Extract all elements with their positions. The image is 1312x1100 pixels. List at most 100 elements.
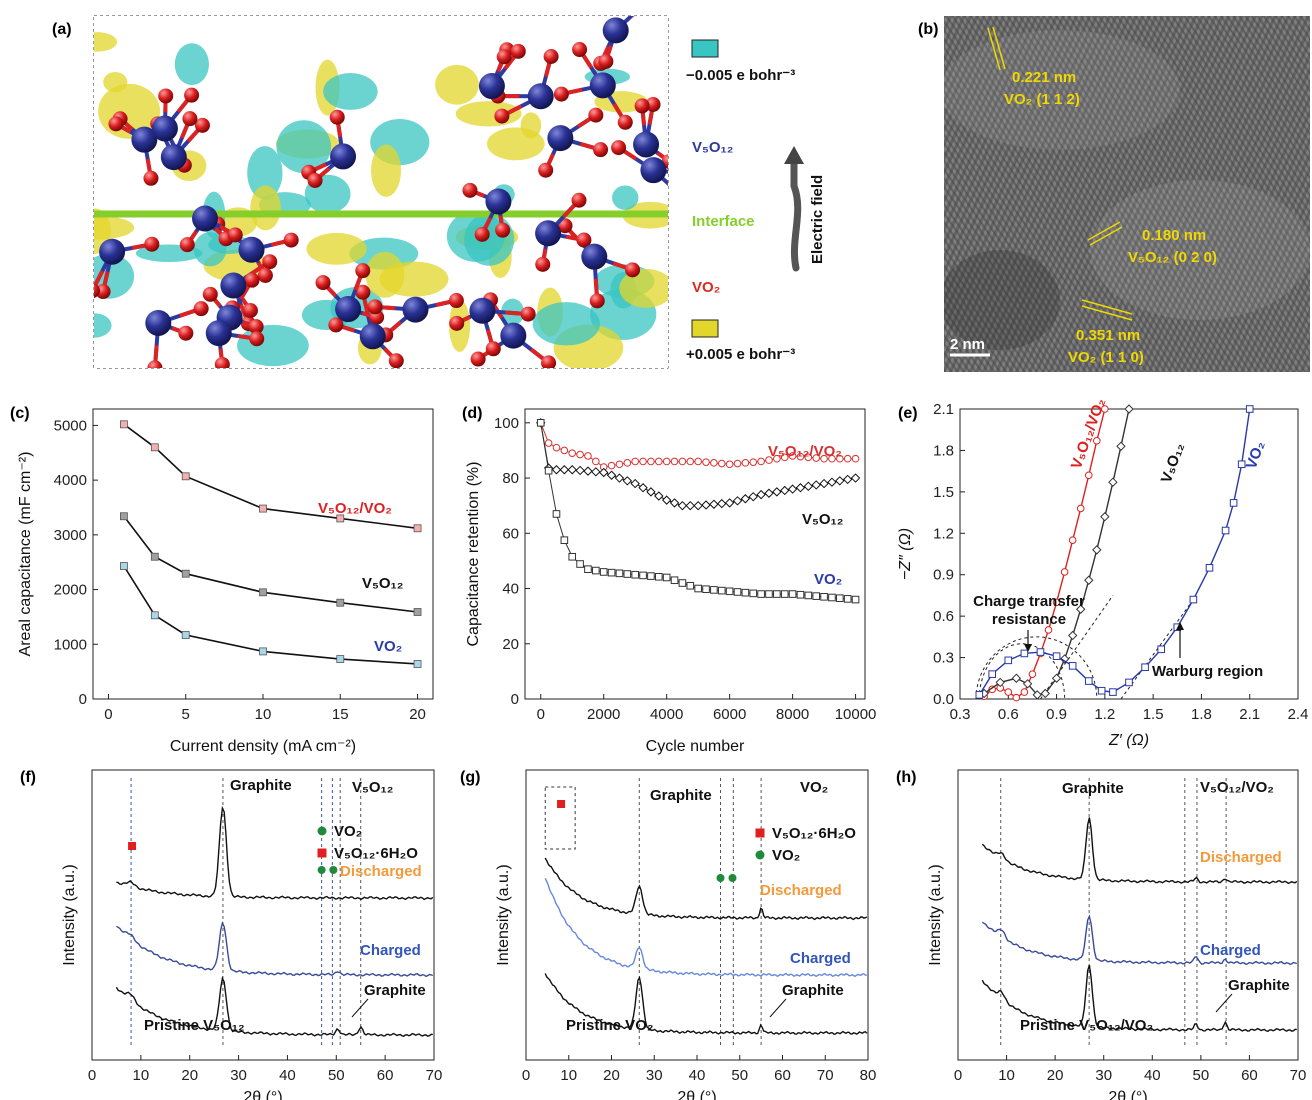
series-label-v5o12: V₅O₁₂ <box>802 511 843 528</box>
oxygen-atom <box>572 42 588 58</box>
data-point <box>693 500 703 511</box>
data-point <box>851 595 860 604</box>
data-point <box>1125 678 1133 687</box>
v5o12-layer-label: V₅O₁₂ <box>692 139 733 156</box>
x-tick-label: 0 <box>88 1067 96 1084</box>
x-tick-label: 1.8 <box>1191 706 1212 723</box>
data-point <box>1084 677 1093 685</box>
data-point <box>150 611 159 620</box>
data-point <box>1084 575 1094 585</box>
vanadium-atom <box>131 126 158 153</box>
oxygen-atom <box>510 43 526 59</box>
data-point <box>559 465 570 475</box>
data-point <box>710 586 718 594</box>
data-point <box>669 498 680 508</box>
data-point <box>654 457 663 466</box>
data-point <box>732 496 743 506</box>
oxygen-atom <box>588 107 604 123</box>
d-spacing-2: 0.180 nm <box>1142 227 1206 244</box>
data-point <box>843 595 852 603</box>
guide-arc <box>975 636 1098 700</box>
vanadium-atom <box>485 188 512 215</box>
data-point <box>1040 688 1051 699</box>
vanadium-atom <box>145 309 172 336</box>
x-tick-label: 2.1 <box>1239 706 1260 723</box>
data-point <box>1100 512 1110 522</box>
x-axis-label: 2θ (°) <box>677 1089 716 1100</box>
y-tick-label: 0.0 <box>933 691 954 708</box>
legend-label: VO₂ <box>772 847 800 864</box>
chart-title: V₅O₁₂ <box>352 779 393 796</box>
data-point <box>622 476 633 486</box>
peak-arrow <box>351 998 369 1018</box>
x-tick-label: 30 <box>230 1067 247 1084</box>
x-tick-label: 50 <box>328 1067 345 1084</box>
panel-label-g: (g) <box>460 769 480 786</box>
charge-density-lobe <box>174 43 209 86</box>
data-point <box>733 588 742 596</box>
data-point <box>975 691 984 699</box>
series-line-0 <box>983 408 1106 699</box>
data-point <box>812 454 821 462</box>
data-point <box>670 576 679 585</box>
data-point <box>1067 630 1078 641</box>
charge-density-lobe <box>486 127 545 161</box>
chart-title: VO₂ <box>800 779 828 796</box>
data-point <box>150 443 159 452</box>
data-point <box>544 466 553 475</box>
oxygen-atom <box>367 299 383 315</box>
oxygen-atom <box>244 272 260 288</box>
oxygen-atom <box>625 262 641 278</box>
data-point <box>796 590 805 599</box>
data-point <box>749 589 758 598</box>
y-tick-label: 1000 <box>54 636 87 653</box>
plot-frame <box>957 769 1299 1061</box>
data-point <box>780 453 789 462</box>
vanadium-atom <box>500 322 527 349</box>
data-point <box>1052 598 1061 607</box>
data-point <box>662 573 671 582</box>
data-point <box>551 465 562 475</box>
data-point <box>988 670 996 678</box>
vanadium-atom <box>238 236 265 263</box>
pattern-label: Pristine V₅O₁₂/VO₂ <box>1020 1017 1153 1034</box>
charge-density-lobe <box>612 185 639 210</box>
y-tick-label: 2000 <box>54 582 87 599</box>
data-point <box>1022 679 1033 689</box>
phase-marker <box>317 866 326 874</box>
data-point <box>733 459 742 468</box>
data-point <box>1051 673 1062 683</box>
oxygen-atom <box>645 96 661 112</box>
data-point <box>1141 663 1149 672</box>
panel-label-e: (e) <box>898 405 918 422</box>
y-tick-label: 5000 <box>54 417 87 434</box>
charge-density-lobe <box>276 120 332 174</box>
data-point <box>413 660 422 668</box>
y-tick-label: 1.5 <box>933 484 954 501</box>
data-point <box>741 588 750 597</box>
x-tick-label: 6000 <box>713 706 746 723</box>
pattern-label: Charged <box>360 942 421 959</box>
xrd-pattern-0 <box>981 817 1298 885</box>
data-point <box>259 504 267 513</box>
charge-density-lobe <box>247 146 283 200</box>
x-tick-label: 10 <box>133 1067 150 1084</box>
data-point <box>828 593 836 602</box>
vanadium-atom <box>151 115 178 142</box>
vanadium-atom <box>192 205 219 232</box>
x-tick-label: 10 <box>998 1067 1015 1084</box>
x-tick-label: 60 <box>1241 1067 1258 1084</box>
data-point <box>568 552 577 561</box>
oxygen-atom <box>227 227 243 243</box>
data-point <box>568 449 577 457</box>
oxygen-atom <box>553 86 569 102</box>
data-point <box>717 498 727 509</box>
data-point <box>259 588 267 597</box>
y-tick-label: 0 <box>79 691 87 708</box>
data-point <box>120 562 128 570</box>
y-tick-label: 4000 <box>54 472 87 489</box>
data-point <box>795 483 806 493</box>
data-point <box>717 459 726 468</box>
data-point <box>544 439 553 447</box>
